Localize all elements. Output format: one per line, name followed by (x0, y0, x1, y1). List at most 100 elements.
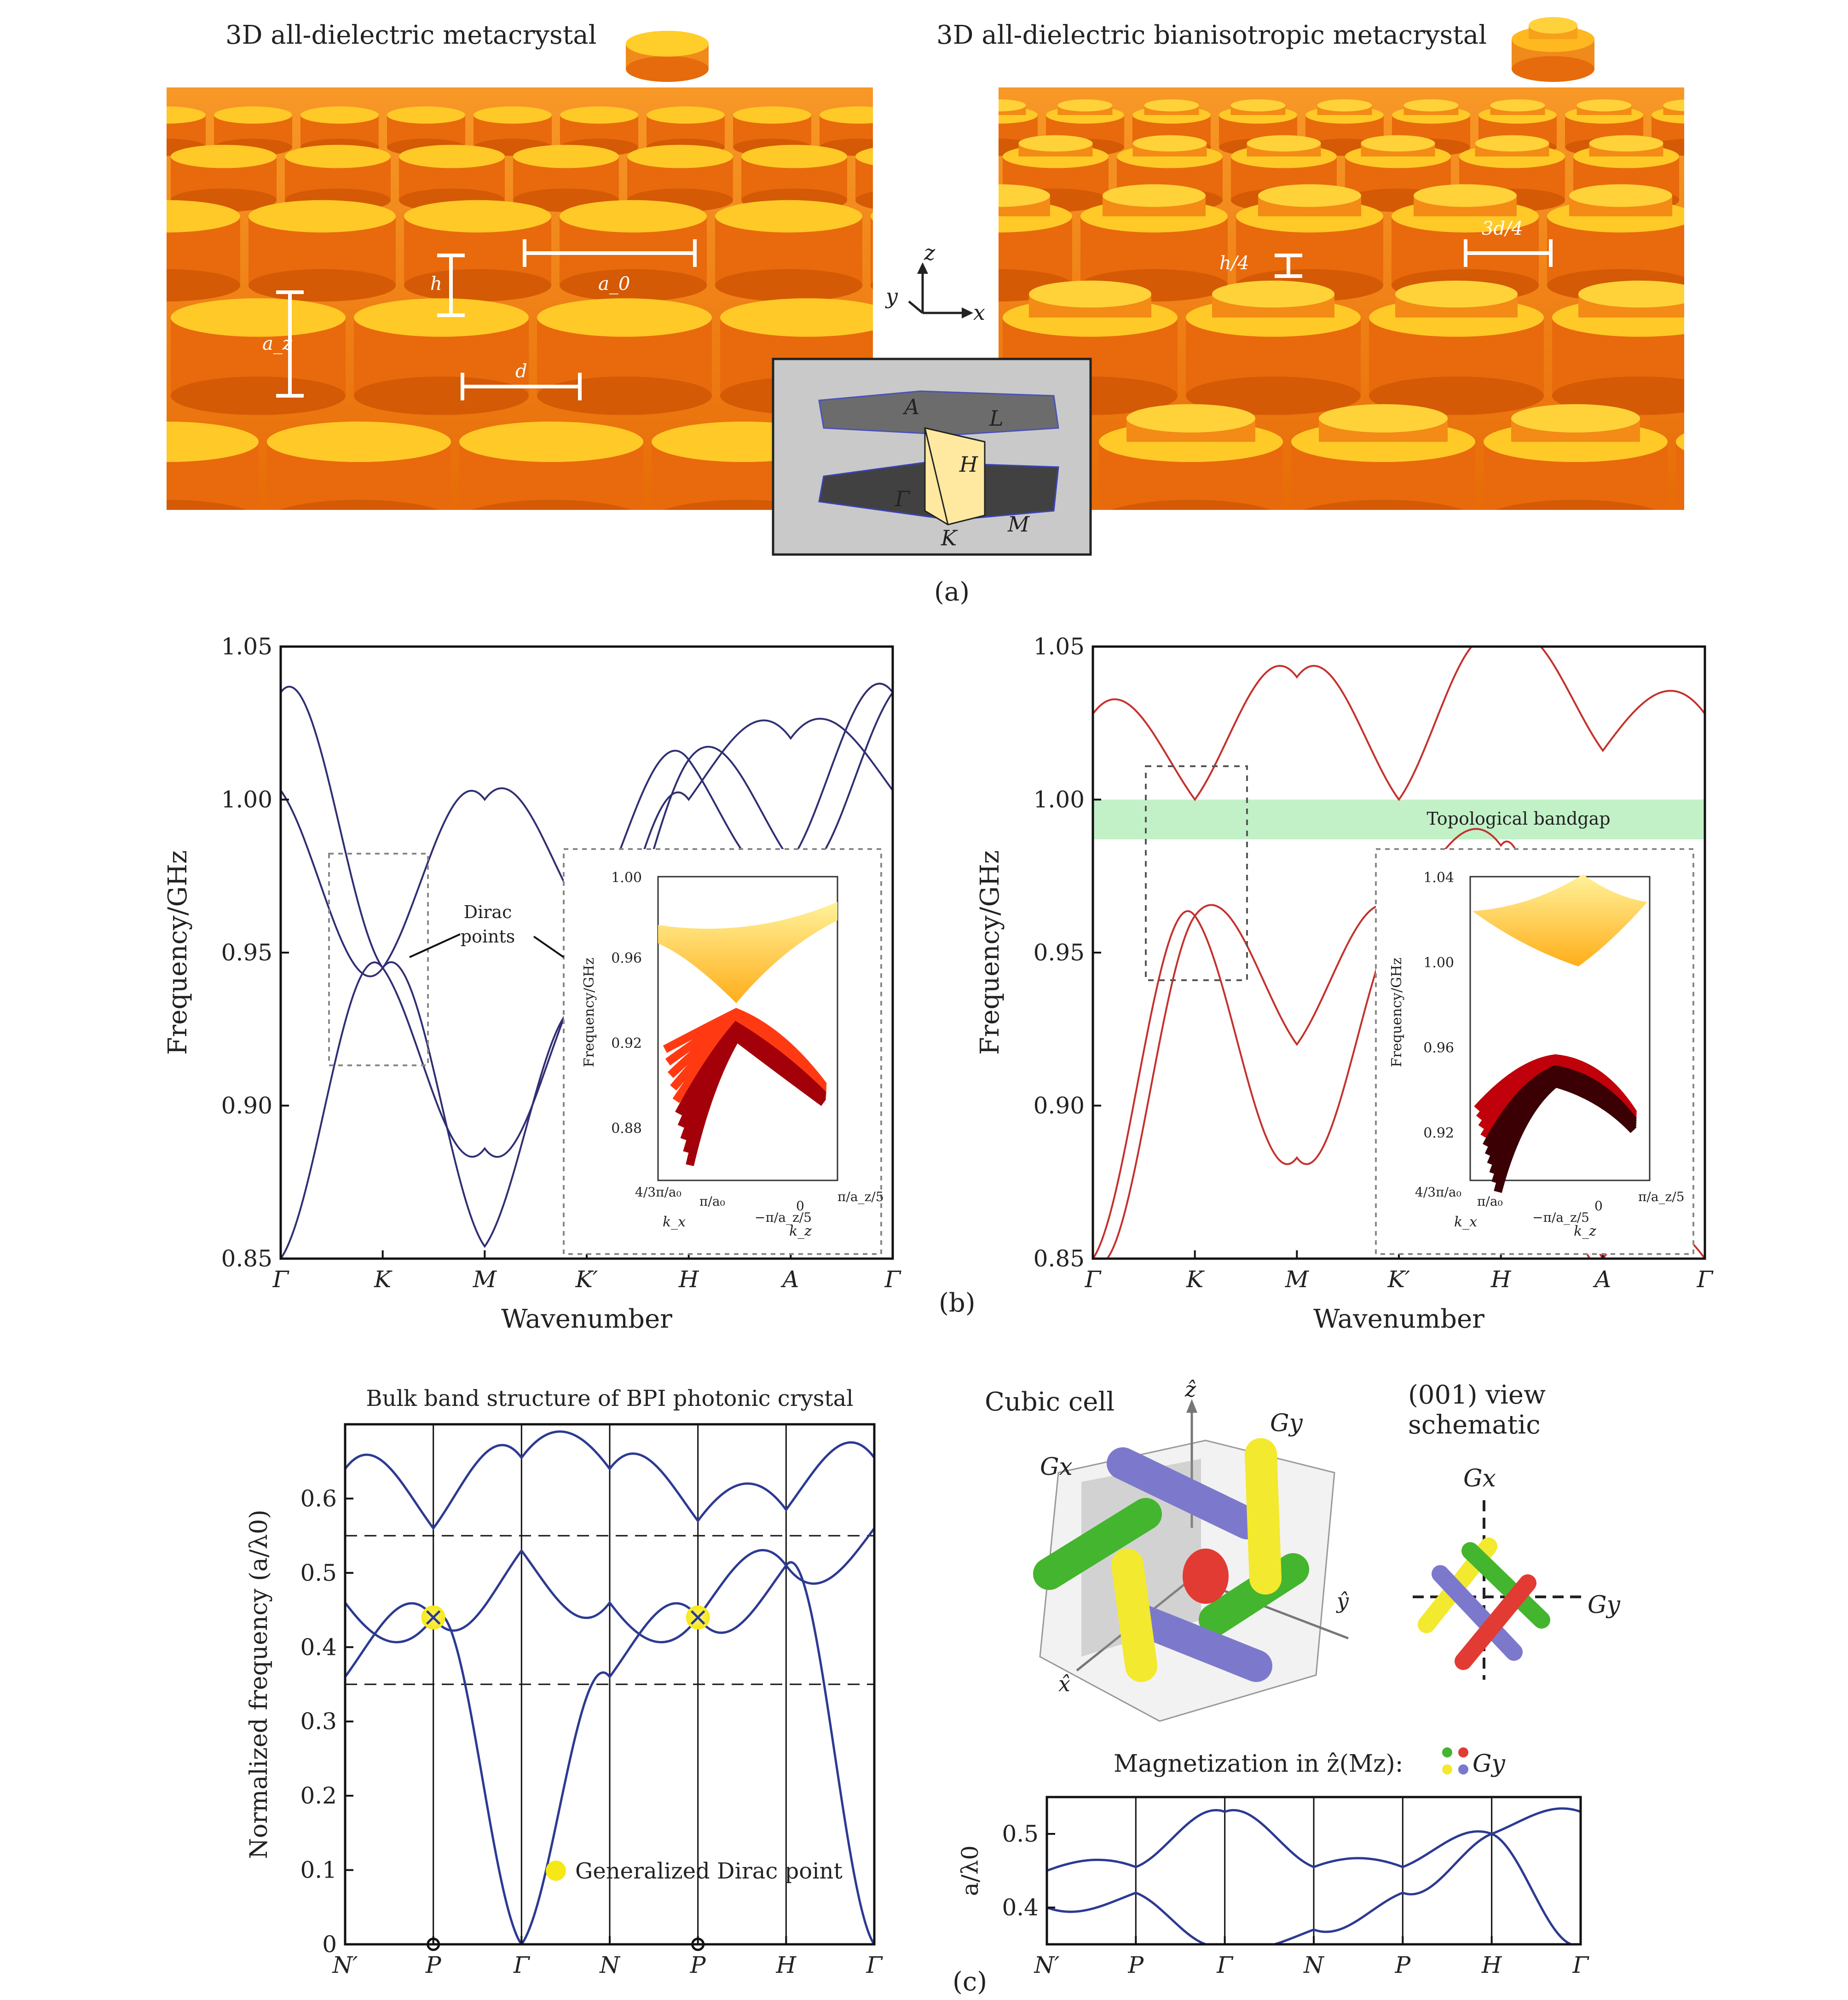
x-tick-label: M (1285, 1266, 1310, 1293)
cylinder (1046, 99, 1124, 156)
y-axis-label: Normalized frequency (a/λ0) (245, 1509, 273, 1859)
x-tick-label: Γ (1697, 1266, 1714, 1293)
cylinder (267, 422, 451, 510)
dim-label-h4: h/4 (1219, 253, 1249, 274)
caption-c: (c) (953, 1967, 987, 1997)
svg-text:x̂: x̂ (1058, 1671, 1070, 1696)
dim-label-3d4: 3d/4 (1482, 218, 1523, 239)
inset-y-label: Frequency/GHz (1389, 958, 1405, 1067)
chart-c-magnetization: 0.4 0.5 N′ P Γ N P H Γa/λ0 Magnetization in ẑ(Mz)… (957, 1747, 1590, 1978)
dim-label-d: d (515, 361, 527, 382)
inset-x-tick-label: π/a_z/5 (837, 1189, 884, 1204)
x-tick-label: A (1593, 1266, 1611, 1293)
inset-y-tick-label: 0.88 (611, 1121, 642, 1137)
x-tick-label: K (1186, 1266, 1205, 1293)
y-tick-label: 0.6 (300, 1485, 337, 1512)
x-tick-label: P (1395, 1952, 1411, 1978)
inset-kx-label: k_x (1454, 1214, 1477, 1230)
x-tick-label: K′ (575, 1266, 598, 1293)
caption-a: (a) (934, 577, 970, 607)
cylinder (1080, 184, 1228, 302)
inset-y-tick-label: 0.96 (611, 950, 642, 966)
rod-yellow-2 (1111, 1549, 1157, 1682)
cylinder (0, 422, 66, 540)
cylinder (171, 145, 277, 212)
coordinate-axes-icon: z y x (885, 240, 985, 325)
y-tick-label: 0.95 (221, 939, 272, 966)
view-label-2: schematic (1408, 1410, 1541, 1440)
cylinder (1703, 184, 1848, 301)
dirac-cross (426, 1610, 441, 1625)
y-tick-label: 0.4 (300, 1634, 337, 1660)
cubic-cell-label: Cubic cell (985, 1387, 1115, 1417)
rod-blue-2 (1125, 1604, 1272, 1682)
inset-x-tick-label: −π/a_z/5 (1532, 1210, 1589, 1225)
cylinder (1735, 281, 1848, 415)
cylinder (41, 106, 119, 156)
inset-x-tick-label: π/a_z/5 (1638, 1189, 1685, 1204)
x-tick-label: P (425, 1952, 442, 1978)
cylinder (57, 145, 162, 212)
magnetization-gy: Gy (1473, 1750, 1506, 1778)
chart-b-right: 0.85 0.90 0.95 1.00 1.05 Γ K M K′ H A Γ Frequency/GH… (975, 633, 1714, 1334)
cylinder (906, 106, 984, 156)
zoom-box (1145, 765, 1248, 981)
cylinder (404, 200, 551, 302)
y-tick-label: 1.00 (221, 786, 272, 813)
cylinder (1676, 433, 1684, 510)
inset-y-tick-label: 1.00 (1423, 955, 1454, 971)
cylinder (1236, 184, 1383, 302)
dirac-label-2: points (461, 926, 515, 947)
y-tick-label: 0.3 (300, 1708, 337, 1735)
x-tick-label: N′ (1034, 1952, 1060, 1978)
x-tick-label: K (374, 1266, 393, 1293)
svg-text:A: A (902, 394, 919, 419)
dirac-arrow-right (533, 936, 565, 958)
cylinder (300, 106, 379, 156)
stepped-cylinder-icon (1512, 17, 1594, 82)
cylinder (171, 298, 346, 415)
cylinder (873, 99, 951, 156)
y-tick-label: 0.85 (221, 1245, 272, 1272)
inset-frame (657, 876, 838, 1181)
chart-b-left: 0.85 0.90 0.95 1.00 1.05 Γ K M K′ H A Γ Frequency/GH… (163, 633, 902, 1334)
x-tick-label: Γ (513, 1952, 531, 1978)
y-tick-label: 1.05 (221, 633, 272, 660)
cylinder (560, 200, 707, 302)
panel-a: 3D all-dielectric metacrystal 3D all-die… (0, 17, 1848, 607)
dirac-arrow-left (409, 933, 461, 958)
series-line-band-2 (1047, 1832, 1581, 1944)
y-tick-label: 0.90 (1034, 1092, 1085, 1119)
y-tick-label: 0.1 (300, 1857, 337, 1884)
inset-y-tick-label: 0.96 (1423, 1040, 1454, 1056)
x-tick-label: N′ (332, 1952, 358, 1978)
x-tick-label: N (1303, 1952, 1325, 1978)
dim-label-a0: a_0 (598, 273, 630, 295)
svg-text:ŷ: ŷ (1336, 1589, 1349, 1613)
y-tick-label: 0.5 (1002, 1821, 1039, 1847)
x-tick-label: H (1490, 1266, 1512, 1293)
cubic-cell-diagram: Cubic cell ẑ ŷ x̂ Gx Gy (985, 1377, 1349, 1722)
svg-text:z: z (924, 240, 936, 265)
cylinder (871, 212, 873, 289)
svg-text:M: M (1007, 512, 1030, 537)
inset-frame (1469, 876, 1651, 1181)
y-axis-label: Frequency/GHz (975, 850, 1005, 1055)
magnetization-label: Magnetization in ẑ(Mz): (1114, 1750, 1403, 1778)
series-line-band-3 (281, 686, 893, 1248)
x-tick-label: P (1128, 1952, 1144, 1978)
y-tick-label: 0.4 (1002, 1894, 1039, 1921)
inset-upper-surface (1473, 874, 1647, 966)
inset-upper-surface (658, 902, 837, 1003)
gx-label-cube: Gx (1040, 1453, 1073, 1481)
inset-y-tick-label: 1.00 (611, 870, 642, 886)
cylinder (627, 145, 733, 212)
y-tick-label: 0.5 (300, 1560, 337, 1586)
inset-x-tick-label: 4/3π/a₀ (635, 1185, 681, 1200)
svg-text:K: K (941, 526, 958, 550)
cylinder (1099, 404, 1283, 510)
x-axis-label: Wavenumber (501, 1304, 672, 1334)
bandgap-band (1093, 799, 1705, 839)
cylinder (715, 200, 862, 302)
